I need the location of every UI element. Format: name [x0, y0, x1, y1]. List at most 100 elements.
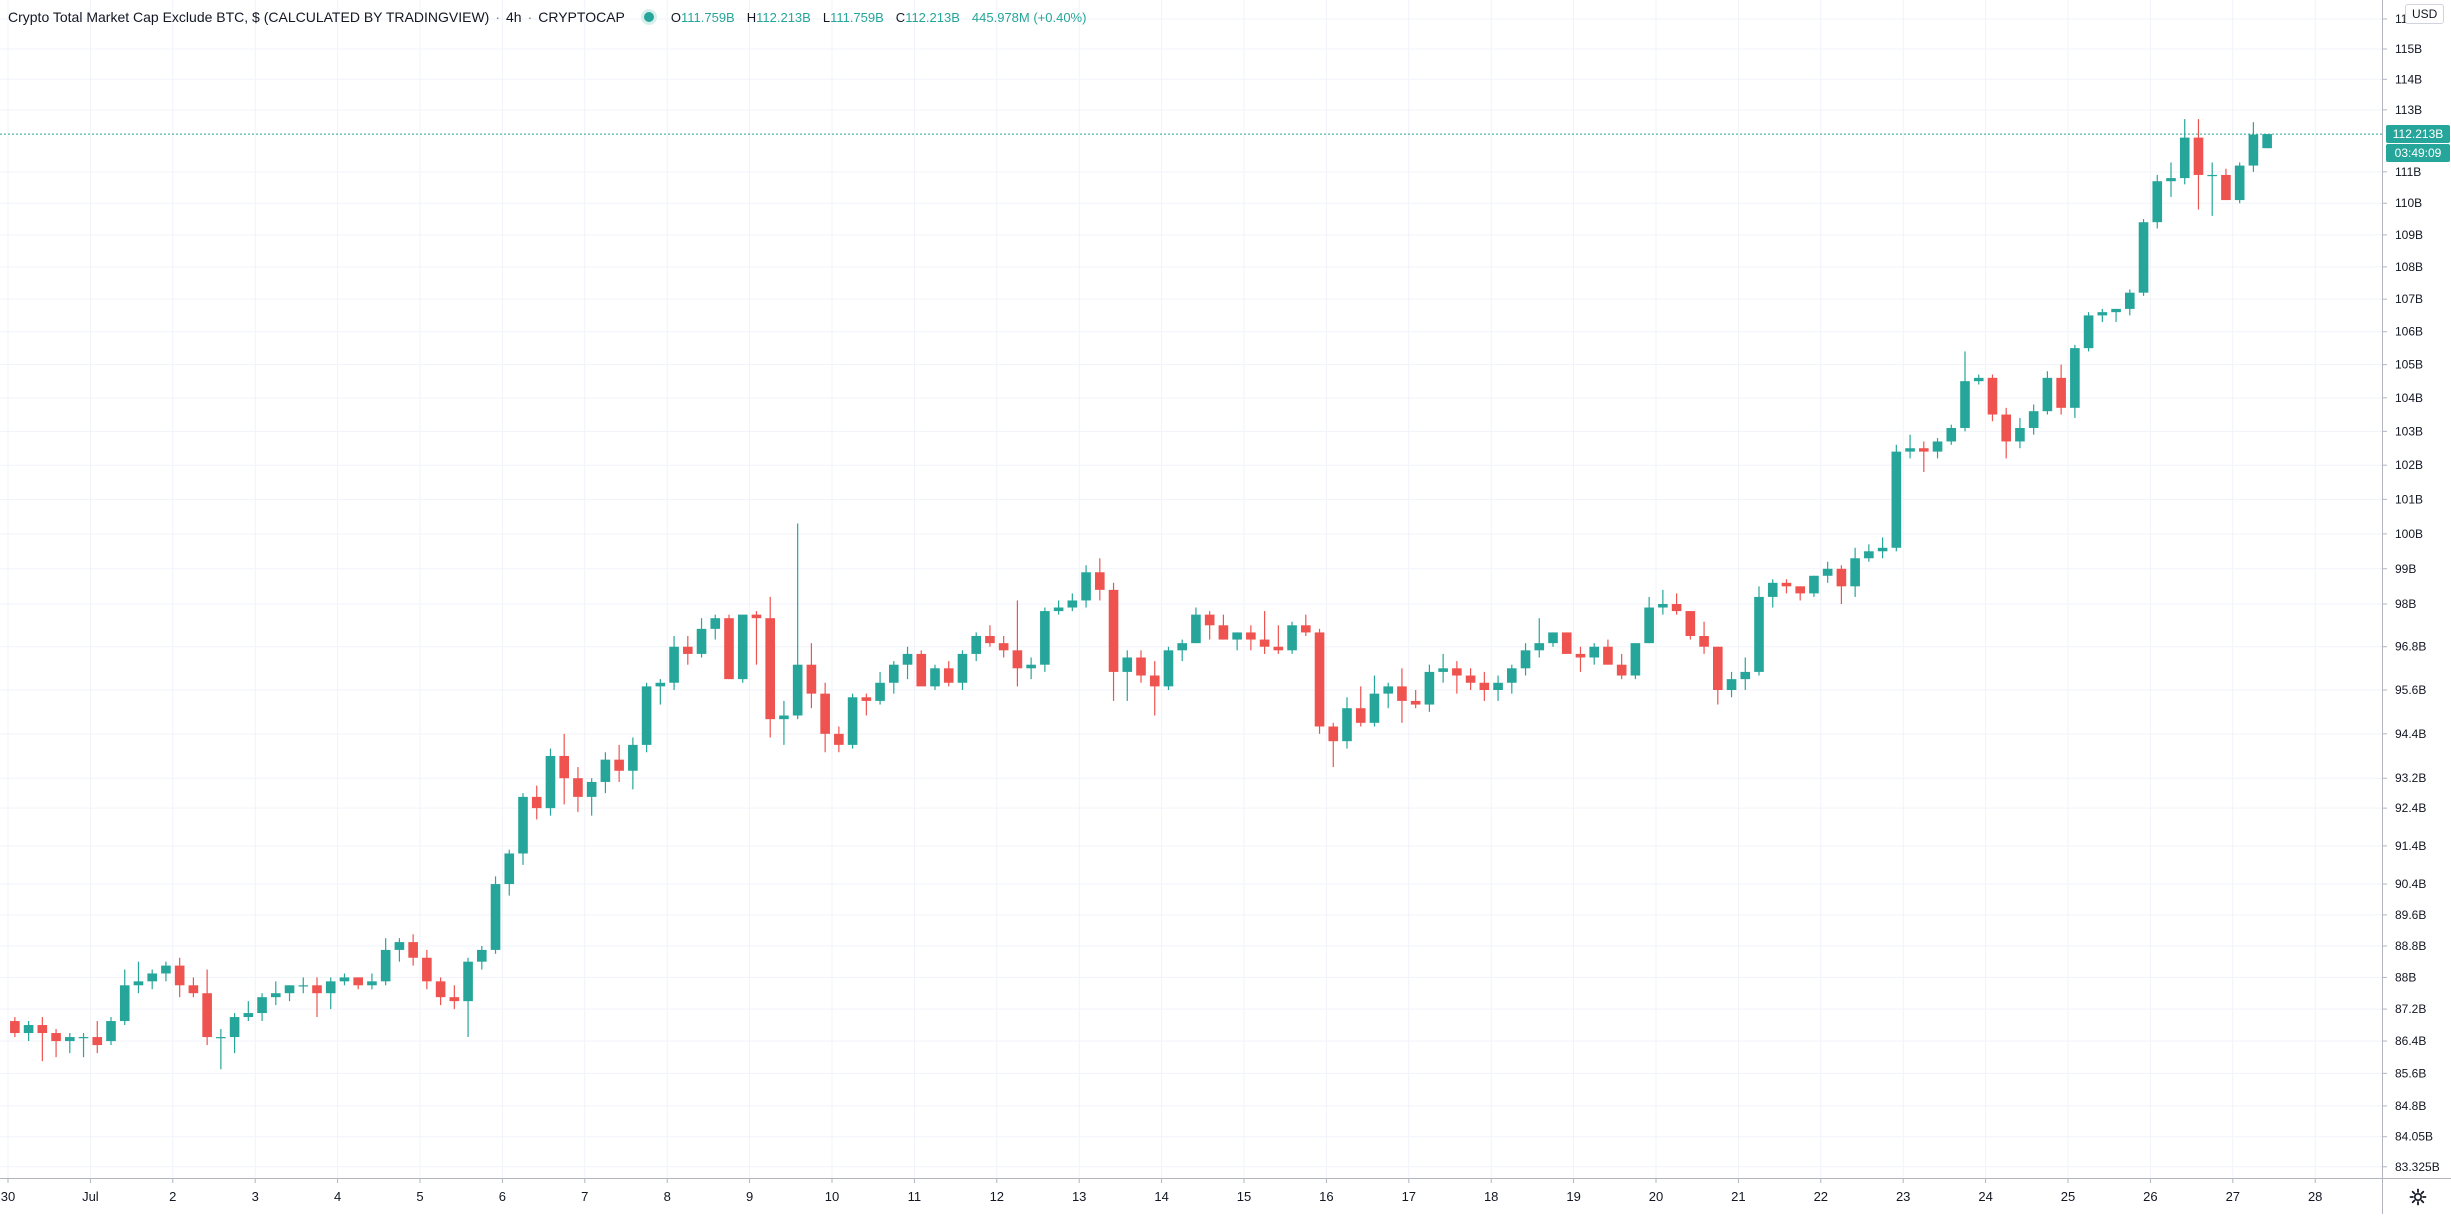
candle-body: [628, 744, 638, 771]
candle-body: [2015, 427, 2025, 442]
candle-body: [1877, 547, 1888, 552]
candle-body: [161, 965, 171, 974]
candle: [559, 733, 570, 805]
candle: [1163, 646, 1174, 691]
candle: [1232, 632, 1242, 651]
candle-body: [2042, 377, 2053, 412]
candle: [449, 985, 460, 1010]
candle-body: [1506, 668, 1517, 683]
candle-body: [1767, 582, 1778, 597]
candle: [2166, 162, 2176, 197]
candle: [1534, 618, 1545, 658]
candle: [1493, 675, 1503, 701]
candle-body: [188, 985, 199, 994]
candle: [2028, 404, 2039, 435]
chart-settings-button[interactable]: [2382, 1178, 2451, 1214]
candle: [641, 682, 652, 753]
candle-body: [1589, 646, 1600, 658]
candle: [1465, 668, 1476, 691]
candle-body: [1204, 614, 1215, 626]
time-tick-label: 7: [581, 1189, 588, 1204]
candle: [806, 643, 817, 709]
candle: [2083, 312, 2094, 352]
candle-body: [37, 1025, 48, 1034]
candle: [2193, 119, 2204, 210]
candle: [1616, 653, 1627, 680]
candle: [573, 767, 583, 812]
price-tick-label: 86.4B: [2395, 1034, 2426, 1048]
candle-body: [394, 942, 405, 950]
candle: [1438, 653, 1448, 683]
candle: [600, 752, 611, 794]
close-label: C: [895, 9, 906, 25]
candle: [2070, 344, 2080, 418]
candle-body: [1218, 625, 1229, 640]
candle-body: [1067, 600, 1078, 608]
candle: [943, 661, 954, 687]
candle-body: [779, 715, 789, 720]
price-axis[interactable]: 116B115B114B113B111B110B109B108B107B106B…: [2382, 0, 2451, 1178]
candle-body: [202, 993, 212, 1038]
candle: [1026, 657, 1036, 680]
candle: [298, 977, 309, 994]
legend-separator: ·: [527, 9, 533, 25]
candle-body: [435, 981, 446, 998]
candle-body: [2262, 134, 2272, 149]
candle: [1397, 668, 1407, 723]
candle: [1877, 537, 1888, 559]
candle: [1204, 611, 1215, 640]
time-tick-label: 28: [2308, 1189, 2322, 1204]
price-tick-label: 85.6B: [2395, 1066, 2426, 1080]
candle: [2015, 417, 2025, 449]
candle: [1795, 586, 1806, 601]
currency-button[interactable]: USD: [2405, 4, 2445, 24]
candle: [655, 679, 666, 705]
price-tick-label: 88B: [2395, 970, 2416, 984]
candles: [10, 119, 2272, 1070]
candle: [1575, 646, 1586, 672]
candle: [1136, 650, 1146, 683]
price-tick-label: 84.8B: [2395, 1099, 2426, 1113]
candle-body: [408, 942, 418, 958]
candle-body: [1328, 726, 1339, 742]
price-axis-labels: 116B115B114B113B111B110B109B108B107B106B…: [2383, 12, 2440, 1174]
candle: [243, 1001, 254, 1022]
candle-body: [2221, 174, 2231, 201]
candle-body: [10, 1021, 20, 1034]
candle-body: [971, 635, 982, 654]
time-tick-label: 3: [252, 1189, 259, 1204]
candle-body: [1369, 693, 1380, 723]
time-axis[interactable]: 30 Jul 2 3 4 5 6 7 8 9 10 11 12 13 14 15 16 17 18 19 20 21 22 2…: [0, 1178, 2382, 1214]
candle: [902, 646, 913, 680]
ohlc-values: O111.759B H112.213B L111.759B C112.213B …: [671, 10, 1093, 25]
candle-body: [600, 759, 611, 782]
candle-body: [490, 884, 501, 950]
candle: [380, 938, 391, 986]
candle: [2248, 122, 2259, 172]
grid-lines: [0, 0, 2382, 1178]
candle-body: [2097, 312, 2108, 316]
price-tick-label: 111B: [2395, 165, 2421, 179]
time-tick-label: 13: [1072, 1189, 1086, 1204]
candle-body: [422, 957, 432, 982]
candle-body: [1149, 675, 1160, 687]
candle-body: [2124, 292, 2135, 309]
market-status-icon[interactable]: [640, 9, 657, 25]
candle: [1671, 593, 1682, 615]
gear-icon: [2409, 1188, 2426, 1205]
time-tick-label: 10: [825, 1189, 839, 1204]
candle-body: [1795, 586, 1806, 594]
time-tick-label: 14: [1154, 1189, 1168, 1204]
candle: [1836, 565, 1847, 604]
candle-body: [51, 1033, 61, 1042]
symbol-legend[interactable]: Crypto Total Market Cap Exclude BTC, $ (…: [8, 6, 1092, 28]
candle: [1273, 625, 1284, 654]
candle-body: [2001, 414, 2012, 442]
price-tick-label: 84.05B: [2395, 1130, 2433, 1144]
candle: [957, 650, 968, 691]
candle: [2138, 219, 2149, 296]
candle: [133, 961, 144, 994]
candle-body: [1081, 572, 1091, 601]
